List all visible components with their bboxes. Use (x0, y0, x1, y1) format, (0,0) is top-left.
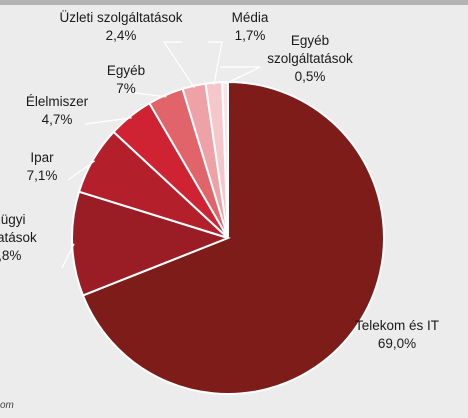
slice-label: nzügyigáltatások0,8% (0, 212, 37, 263)
leader-line (162, 41, 195, 89)
pie-slice (81, 80, 385, 395)
slice-label: Egyéb szolgáltatások 0,5% (267, 33, 353, 84)
slice-label: Egyéb 7% (107, 63, 145, 96)
slice-label: Média 1,7% (232, 10, 269, 43)
slice-label: Telekom és IT 69,0% (355, 318, 439, 351)
slice-label: Ipar 7,1% (27, 150, 58, 183)
slice-label: Üzleti szolgáltatások 2,4% (59, 10, 182, 43)
slice-label: Élelmiszer 4,7% (26, 94, 89, 127)
leader-line (61, 243, 75, 269)
pie-slice (71, 190, 232, 297)
leader-line (67, 160, 96, 181)
leader-line (220, 66, 261, 85)
source-note: om (0, 400, 14, 411)
top-bar (0, 0, 468, 5)
leader-line (127, 91, 167, 98)
leader-line (84, 117, 132, 125)
leader-line (208, 41, 223, 85)
